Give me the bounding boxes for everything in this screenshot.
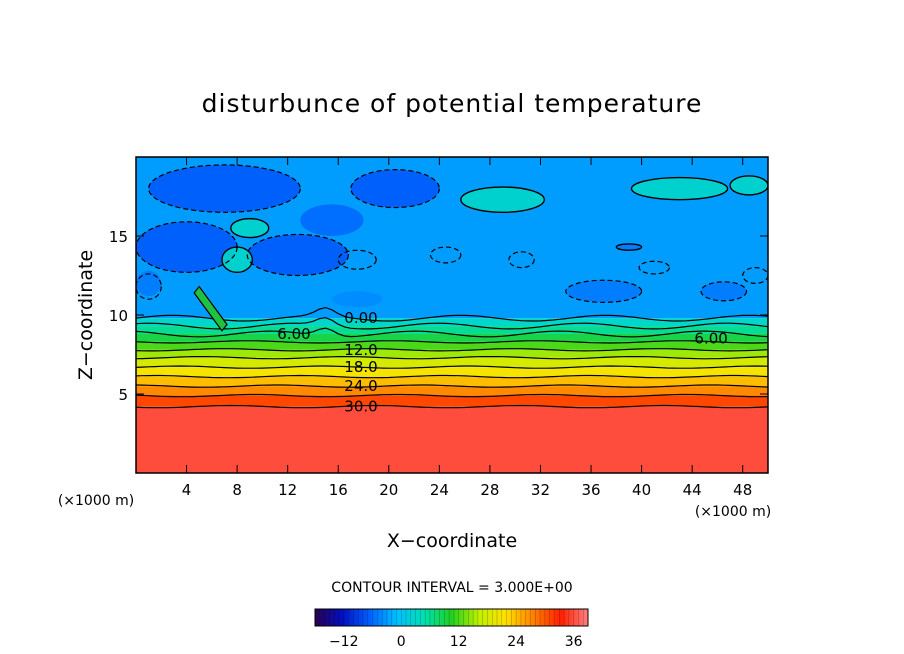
contour-line-27 <box>136 393 768 398</box>
color-patch-0 <box>148 164 301 213</box>
x-axis-unit-label: (×1000 m) <box>695 504 771 520</box>
x-axis-ticks: 4 8 12 16 20 24 28 32 36 40 44 48 <box>182 157 752 499</box>
x-tick-label-36: 36 <box>581 481 600 499</box>
color-band-5 <box>136 357 768 368</box>
contour-label-18: 18.0 <box>344 358 377 376</box>
contour-line-24 <box>136 384 768 388</box>
contour-lines <box>136 285 768 409</box>
color-patch-3 <box>247 234 349 276</box>
color-patch-12 <box>701 281 747 301</box>
x-tick-label-40: 40 <box>632 481 651 499</box>
color-patch-5 <box>460 187 545 213</box>
color-patch-6 <box>631 177 728 200</box>
negative-contour-7 <box>565 279 643 303</box>
y-tick-label-5: 5 <box>118 386 128 404</box>
color-patch-10 <box>221 247 253 273</box>
filament-contour <box>193 285 228 332</box>
colorbar-tick-label-1: 0 <box>397 634 406 650</box>
contour-line-30 <box>136 404 768 409</box>
negative-contour-1 <box>350 169 440 209</box>
positive-closed-contours <box>221 175 768 274</box>
y-axis-unit-label: (×1000 m) <box>58 493 134 509</box>
x-tick-label-4: 4 <box>182 481 192 499</box>
negative-contour-11 <box>136 273 162 300</box>
color-patch-13 <box>331 291 383 308</box>
contour-interval-label: CONTOUR INTERVAL = 3.000E+00 <box>331 580 572 596</box>
y-axis-ticks: 5 10 15 <box>109 228 768 404</box>
color-patch-9 <box>230 218 269 238</box>
contour-line-3 <box>136 317 768 330</box>
colorbar-cells <box>314 609 589 626</box>
color-patch-4 <box>300 204 364 236</box>
color-patch-14 <box>136 270 162 297</box>
plot-area: 0.00 6.00 12.018.024.0 30.0 6.00 <box>136 157 768 473</box>
color-band-10 <box>136 318 768 327</box>
color-band-9 <box>136 326 768 334</box>
chart-title: disturbunce of potential temperature <box>202 89 703 118</box>
contour-line-9 <box>136 340 768 344</box>
contour-line-18 <box>136 365 768 369</box>
colorbar-tick-label-0: −12 <box>329 634 359 650</box>
positive-contour-4 <box>230 217 270 239</box>
color-band-8 <box>136 333 768 342</box>
y-tick-label-10: 10 <box>109 307 128 325</box>
colorbar: −12 0 12 24 36 <box>314 608 589 650</box>
negative-contour-5 <box>429 246 462 264</box>
contour-label-24: 24.0 <box>344 377 377 395</box>
x-tick-label-44: 44 <box>683 481 702 499</box>
colorbar-tick-label-3: 24 <box>507 634 525 650</box>
color-band-6 <box>136 349 768 358</box>
negative-contour-0 <box>148 164 301 213</box>
negative-contour-6 <box>508 251 535 269</box>
positive-contour-3 <box>615 243 643 251</box>
negative-contour-3 <box>246 233 349 277</box>
colorbar-gradient <box>314 608 589 627</box>
y-tick-label-15: 15 <box>109 228 128 246</box>
x-tick-label-12: 12 <box>278 481 297 499</box>
contour-line-15 <box>136 356 768 360</box>
color-band-2 <box>136 386 768 396</box>
positive-contour-0 <box>460 186 545 214</box>
colorbar-ticks: −12 0 12 24 36 <box>329 634 583 650</box>
color-band-0 <box>136 406 768 473</box>
contour-line-6 <box>136 327 768 338</box>
color-band-3 <box>136 376 768 387</box>
x-tick-label-16: 16 <box>329 481 348 499</box>
x-tick-label-48: 48 <box>733 481 752 499</box>
contour-labels: 0.00 6.00 12.018.024.0 30.0 6.00 <box>277 309 728 415</box>
y-axis-title: Z−coordinate <box>75 250 97 380</box>
color-patch-2 <box>136 221 238 273</box>
color-band-7 <box>136 341 768 350</box>
color-band-1 <box>136 395 768 407</box>
colorbar-tick-label-4: 36 <box>565 634 583 650</box>
contour-label-30: 30.0 <box>344 398 377 416</box>
color-band-4 <box>136 367 768 377</box>
negative-contour-4 <box>337 249 377 270</box>
x-tick-label-8: 8 <box>232 481 242 499</box>
x-tick-label-24: 24 <box>430 481 449 499</box>
color-patch-11 <box>565 280 642 303</box>
positive-contour-1 <box>630 176 729 201</box>
contour-label-12: 12.0 <box>344 341 377 359</box>
contour-label-0: 0.00 <box>344 309 377 327</box>
contour-label-extra-0: 6.00 <box>694 330 727 348</box>
x-tick-label-20: 20 <box>379 481 398 499</box>
upper-color-patches <box>136 164 768 308</box>
negative-contour-8 <box>638 260 671 275</box>
contour-line-12 <box>136 348 768 352</box>
contour-line-0 <box>136 306 768 322</box>
color-patch-1 <box>350 169 440 208</box>
negative-contour-9 <box>700 281 748 302</box>
contour-line-21 <box>136 374 768 379</box>
color-patch-7 <box>730 175 768 195</box>
colorbar-tick-label-2: 12 <box>450 634 468 650</box>
color-patch-8 <box>616 243 642 251</box>
positive-contour-5 <box>221 246 253 274</box>
x-tick-label-32: 32 <box>531 481 550 499</box>
contour-label-6: 6.00 <box>277 325 310 343</box>
x-axis-title: X−coordinate <box>387 530 517 552</box>
x-tick-label-28: 28 <box>480 481 499 499</box>
